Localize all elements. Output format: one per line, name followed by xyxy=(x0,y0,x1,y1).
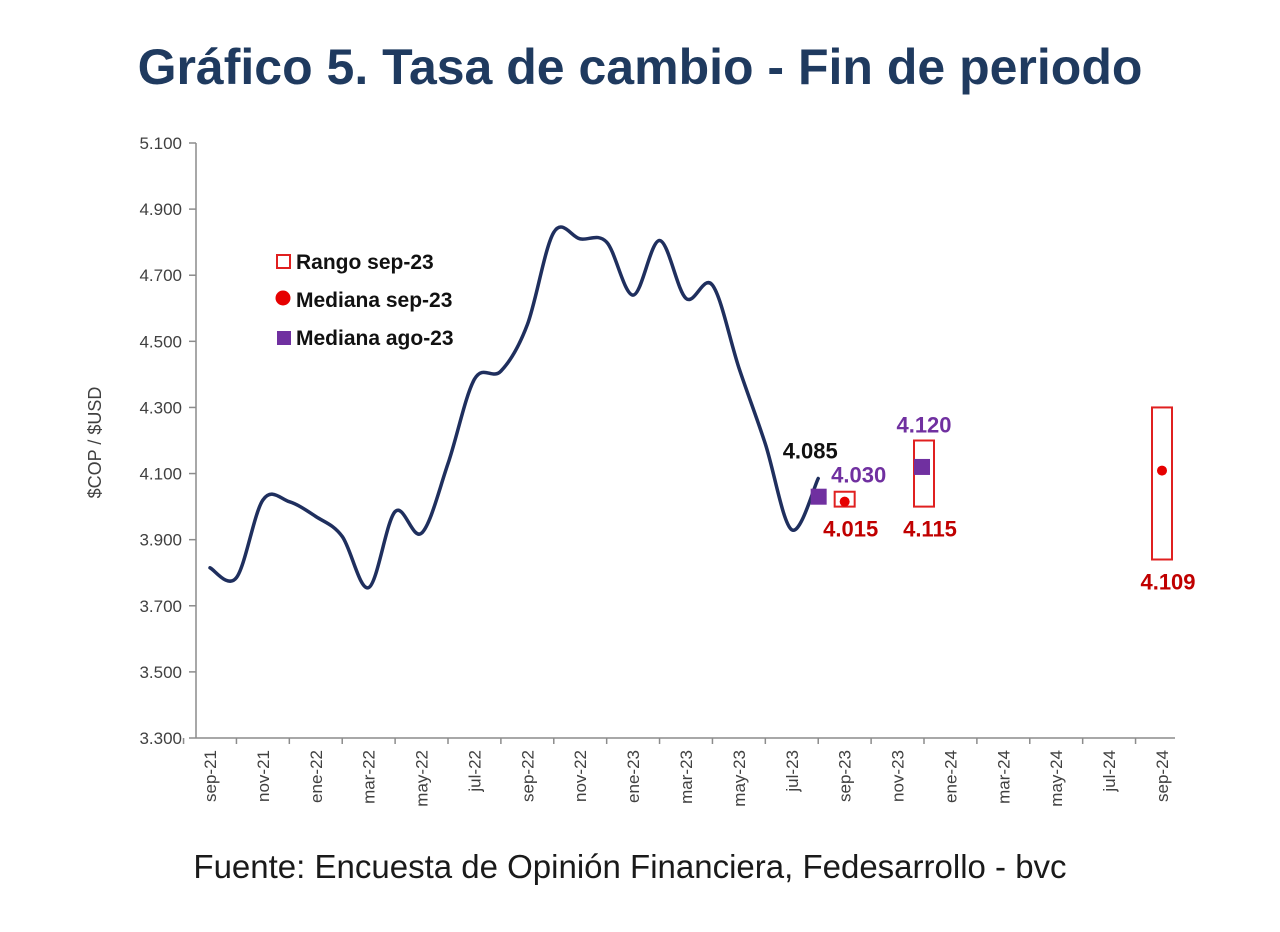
x-tick-label: ene-22 xyxy=(307,750,326,803)
x-tick-label: mar-22 xyxy=(360,750,379,804)
exchange-rate-line xyxy=(208,225,820,590)
median-sep-23-label: 4.115 xyxy=(903,517,957,542)
last-value-label: 4.085 xyxy=(783,439,838,464)
y-tick-label: 3.300 xyxy=(139,729,182,748)
x-tick-label: jul-24 xyxy=(1100,750,1119,793)
median-sep-23-marker xyxy=(839,496,850,507)
forecast-layer xyxy=(810,406,1173,561)
median-ago-23-marker xyxy=(914,458,930,475)
x-tick-label: nov-23 xyxy=(889,750,908,802)
x-tick-label: ene-24 xyxy=(941,750,960,803)
legend-marker-median-sep xyxy=(275,290,291,306)
y-tick-label: 3.500 xyxy=(139,663,182,682)
x-tick-label: jul-22 xyxy=(465,750,484,793)
legend-label: Rango sep-23 xyxy=(296,251,434,274)
legend-marker-range xyxy=(276,254,291,269)
x-tick-label: ene-23 xyxy=(624,750,643,803)
median-sep-23-label: 4.109 xyxy=(1140,570,1195,595)
tick-labels: 3.300 3.500 3.700 3.900 4.100 4.300 4.500 4.700… xyxy=(85,134,1172,807)
x-tick-label: mar-23 xyxy=(677,750,696,804)
x-tick-label: sep-24 xyxy=(1153,750,1172,802)
x-tick-label: sep-21 xyxy=(201,750,220,802)
x-tick-label: nov-21 xyxy=(254,750,273,802)
legend-marker-median-ago xyxy=(277,331,291,345)
y-tick-label: 4.700 xyxy=(139,266,182,285)
y-tick-label: 4.300 xyxy=(139,398,182,417)
legend-label: Mediana sep-23 xyxy=(296,289,452,312)
forecast-range-box xyxy=(1151,406,1173,561)
y-tick-label: 4.900 xyxy=(139,200,182,219)
x-tick-label: nov-22 xyxy=(571,750,590,802)
x-tick-label: may-22 xyxy=(413,750,432,807)
median-ago-23-label: 4.030 xyxy=(831,463,886,488)
median-ago-23-marker xyxy=(810,488,827,505)
axes xyxy=(182,142,1175,744)
legend: Rango sep-23 Mediana sep-23 Mediana ago-23 xyxy=(275,251,454,350)
data-labels: 4.085 4.015 4.030 4.115 4.120 4.109 xyxy=(783,413,1196,595)
chart-source: Fuente: Encuesta de Opinión Financiera, … xyxy=(193,848,1067,885)
legend-label: Mediana ago-23 xyxy=(296,327,454,350)
median-ago-23-label: 4.120 xyxy=(896,413,951,438)
x-tick-label: sep-22 xyxy=(518,750,537,802)
median-sep-23-marker xyxy=(1157,465,1167,476)
chart-title: Gráfico 5. Tasa de cambio - Fin de perio… xyxy=(137,39,1143,95)
x-tick-label: jul-23 xyxy=(783,750,802,793)
x-tick-label: mar-24 xyxy=(994,750,1013,804)
median-sep-23-label: 4.015 xyxy=(823,517,878,542)
y-axis-label: $COP / $USD xyxy=(85,387,105,499)
x-tick-label: may-23 xyxy=(730,750,749,807)
y-tick-label: 4.100 xyxy=(139,465,182,484)
y-tick-label: 4.500 xyxy=(139,332,182,351)
series-layer xyxy=(208,225,820,590)
y-tick-label: 5.100 xyxy=(139,134,182,153)
y-tick-label: 3.900 xyxy=(139,531,182,550)
y-tick-label: 3.700 xyxy=(139,597,182,616)
x-tick-label: sep-23 xyxy=(836,750,855,802)
x-tick-label: may-24 xyxy=(1047,750,1066,807)
